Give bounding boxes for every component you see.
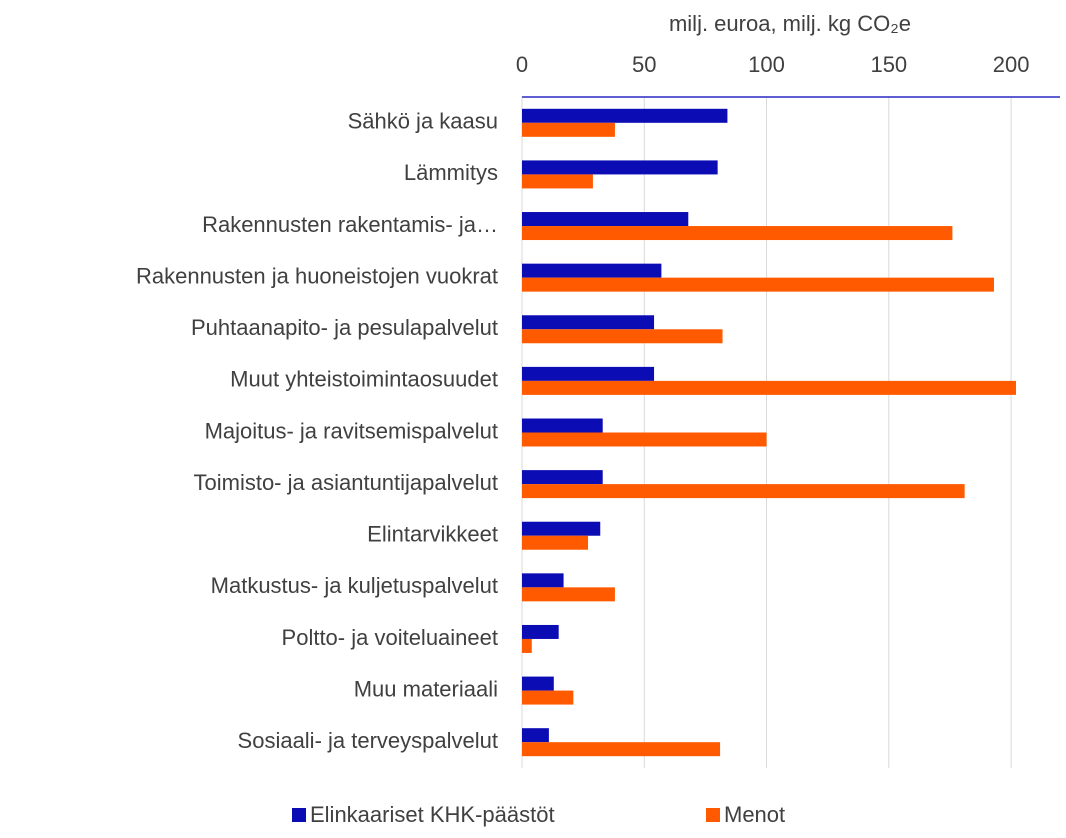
bar	[522, 638, 532, 653]
x-tick-label: 200	[993, 52, 1030, 77]
bar	[522, 690, 574, 705]
bar	[522, 624, 559, 639]
legend-swatch	[292, 808, 306, 822]
x-tick-label: 150	[870, 52, 907, 77]
bar	[522, 108, 728, 123]
y-tick-label: Sähkö ja kaasu	[348, 109, 498, 134]
bar	[522, 484, 965, 499]
y-tick-label: Muu materiaali	[354, 676, 498, 701]
bar	[522, 174, 593, 189]
bar	[522, 160, 718, 175]
bar	[522, 212, 689, 227]
x-tick-label: 0	[516, 52, 528, 77]
y-tick-label: Poltto- ja voiteluaineet	[282, 625, 498, 650]
bar	[522, 676, 554, 691]
y-tick-label: Matkustus- ja kuljetuspalvelut	[211, 573, 498, 598]
bar	[522, 535, 589, 550]
bar	[522, 315, 655, 330]
bar	[522, 329, 723, 344]
y-tick-label: Rakennusten rakentamis- ja…	[202, 212, 498, 237]
bar	[522, 277, 994, 292]
y-tick-label: Toimisto- ja asiantuntijapalvelut	[194, 470, 499, 495]
bar	[522, 432, 767, 447]
bar	[522, 728, 549, 743]
bar	[522, 587, 615, 602]
legend-label: Elinkaariset KHK-päästöt	[310, 802, 555, 827]
y-tick-label: Rakennusten ja huoneistojen vuokrat	[136, 263, 498, 288]
bar	[522, 470, 603, 485]
bar	[522, 418, 603, 433]
legend-swatch	[706, 808, 720, 822]
bar	[522, 380, 1016, 395]
bar	[522, 521, 601, 536]
y-tick-label: Muut yhteistoimintaosuudet	[230, 367, 498, 392]
y-tick-label: Elintarvikkeet	[367, 522, 498, 547]
y-tick-label: Sosiaali- ja terveyspalvelut	[238, 728, 498, 753]
bar	[522, 742, 721, 757]
y-tick-label: Majoitus- ja ravitsemispalvelut	[205, 418, 498, 443]
bar	[522, 122, 615, 137]
x-tick-label: 100	[748, 52, 785, 77]
y-tick-label: Lämmitys	[404, 160, 498, 185]
x-tick-label: 50	[632, 52, 656, 77]
bar	[522, 366, 655, 381]
bar	[522, 573, 564, 588]
legend-label: Menot	[724, 802, 785, 827]
y-tick-label: Puhtaanapito- ja pesulapalvelut	[191, 315, 498, 340]
bar	[522, 263, 662, 278]
axis-title: milj. euroa, milj. kg CO₂e	[669, 11, 911, 36]
bar	[522, 226, 953, 241]
